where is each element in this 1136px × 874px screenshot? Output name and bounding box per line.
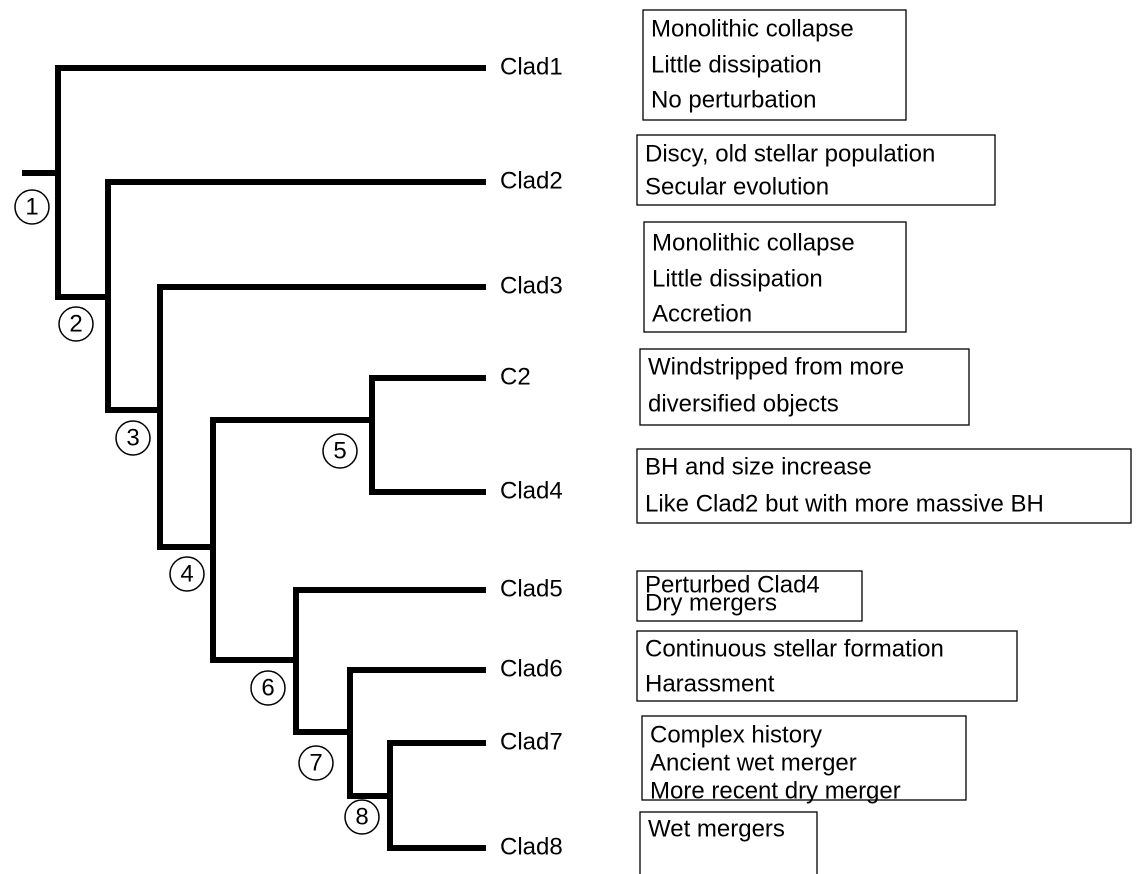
leaf-label: Clad4	[500, 477, 563, 504]
note-line: Wet mergers	[648, 815, 785, 842]
leaf-label: C2	[500, 363, 531, 390]
tree-branches	[22, 65, 486, 851]
note-box: Continuous stellar formation Harassment	[636, 630, 1018, 702]
branch	[210, 587, 486, 735]
note-line: No perturbation	[651, 86, 816, 113]
note-frame	[636, 134, 996, 206]
note-box: Monolithic collapse Little dissipation No …	[642, 9, 907, 121]
note-box: Windstripped from more diversified object…	[639, 348, 970, 426]
note-line: Monolithic collapse	[652, 229, 855, 256]
leaf-label: Clad5	[500, 575, 563, 602]
node-label: 6	[261, 674, 274, 701]
branch	[22, 65, 486, 300]
node-label: 3	[126, 424, 139, 451]
note-line: diversified objects	[648, 390, 839, 417]
node-circle	[322, 433, 358, 469]
node-circle	[344, 799, 380, 835]
branch	[347, 740, 486, 851]
note-frame	[636, 448, 1132, 524]
note-box: Monolithic collapse Little dissipation Acc…	[643, 221, 907, 333]
note-line: Perturbed Clad4	[645, 571, 820, 598]
leaf-label: Clad7	[500, 728, 563, 755]
node-circle	[14, 189, 50, 225]
note-line: Dry mergers	[645, 589, 777, 616]
node-label: 8	[355, 803, 368, 830]
note-box: Wet mergers	[639, 811, 818, 874]
branch	[55, 179, 486, 413]
note-line: Continuous stellar formation	[645, 635, 944, 662]
note-line: Little dissipation	[652, 265, 823, 292]
note-line: Little dissipation	[651, 51, 822, 78]
node-label: 1	[25, 193, 38, 220]
note-frame	[643, 221, 907, 333]
note-line: Secular evolution	[645, 173, 829, 200]
node-label: 5	[333, 437, 346, 464]
note-line: Windstripped from more	[648, 353, 904, 380]
node-circle	[250, 670, 286, 706]
node-label: 2	[69, 310, 82, 337]
note-box: BH and size increase Like Clad2 but with …	[636, 448, 1132, 524]
node-circle	[169, 556, 205, 592]
note-line: Ancient wet merger	[650, 749, 857, 776]
note-line: More recent dry merger	[650, 777, 901, 804]
branch	[157, 375, 486, 663]
leaf-label: Clad2	[500, 167, 563, 194]
note-box: Discy, old stellar population Secular evo…	[636, 134, 996, 206]
note-line: Harassment	[645, 670, 775, 697]
note-line: Accretion	[652, 300, 752, 327]
leaf-label: Clad3	[500, 272, 563, 299]
note-frame	[642, 9, 907, 121]
leaf-label: Clad1	[500, 53, 563, 80]
node-circle	[58, 306, 94, 342]
note-frame	[636, 570, 863, 622]
branch	[105, 284, 486, 550]
note-line: Like Clad2 but with more massive BH	[645, 490, 1044, 517]
note-line: Monolithic collapse	[651, 15, 854, 42]
branch	[293, 667, 486, 799]
note-line: Complex history	[650, 721, 822, 748]
node-label: 7	[309, 749, 322, 776]
note-frame	[639, 348, 970, 426]
note-frame	[636, 630, 1018, 702]
node-circle	[298, 745, 334, 781]
note-frame	[641, 715, 967, 801]
node-label: 4	[180, 560, 193, 587]
leaf-label: Clad8	[500, 833, 563, 860]
leaf-label: Clad6	[500, 655, 563, 682]
node-circle	[115, 420, 151, 456]
note-line: BH and size increase	[645, 453, 872, 480]
note-frame	[639, 811, 818, 874]
note-line: Discy, old stellar population	[645, 140, 935, 167]
